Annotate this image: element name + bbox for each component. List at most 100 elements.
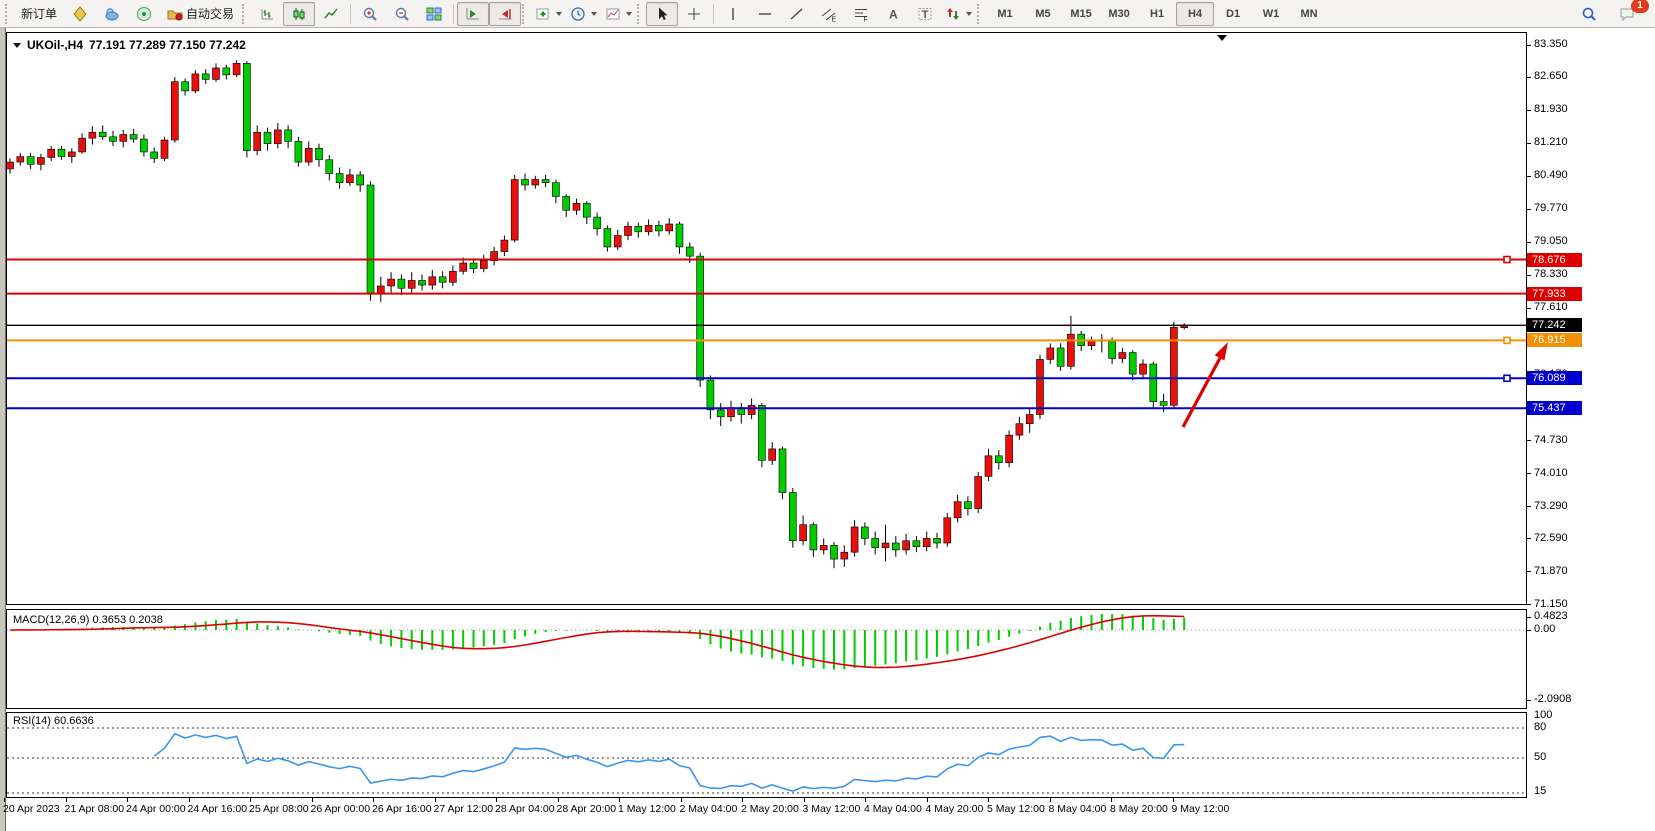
price-badge: 77.933	[1527, 286, 1582, 301]
rsi-axis-label: 50	[1534, 751, 1547, 763]
macd-indicator-chart[interactable]	[7, 610, 1526, 708]
trendline-button[interactable]	[781, 2, 813, 26]
timeframe-w1-button[interactable]: W1	[1262, 7, 1280, 20]
line-chart-button[interactable]	[315, 2, 347, 26]
horizontal-line-button[interactable]	[749, 2, 781, 26]
candle-body	[273, 129, 282, 144]
price-tick-label: 74.730	[1534, 433, 1568, 446]
candle-body	[346, 174, 354, 184]
time-tick	[65, 798, 67, 802]
time-axis-label: 9 May 12:00	[1171, 803, 1230, 815]
time-tick	[742, 798, 743, 802]
candle-body	[469, 262, 478, 269]
broadcast-button[interactable]	[128, 2, 160, 26]
candlestick-chart-button[interactable]	[283, 1, 316, 26]
price-tick	[1527, 175, 1531, 177]
cursor-button[interactable]	[646, 1, 679, 26]
price-tick	[1527, 473, 1531, 475]
candle-body	[109, 136, 117, 142]
equidistant-channel-button[interactable]: E	[813, 2, 845, 26]
candle-body	[490, 251, 498, 262]
arrows-tool-button[interactable]	[941, 2, 976, 26]
auto-scroll-button[interactable]	[457, 1, 490, 26]
candlestick-chart[interactable]	[7, 33, 1526, 604]
line-endpoint-marker[interactable]	[1503, 374, 1511, 383]
chart-shift-icon	[499, 8, 512, 19]
candle-body	[768, 448, 777, 461]
timeframe-group: M1 M5 M15 M30 H1 H4 D1 W1 MN	[986, 1, 1328, 26]
rsi-indicator-chart[interactable]	[7, 713, 1526, 797]
candle-body	[438, 276, 447, 283]
text-label-button[interactable]: T	[909, 2, 941, 26]
timeframe-m5-button[interactable]: M5	[1035, 7, 1051, 20]
candle-body	[1015, 423, 1024, 436]
candle-body	[624, 226, 632, 236]
chart-shift-button[interactable]	[489, 1, 522, 26]
price-tick-label: 74.010	[1534, 466, 1568, 479]
candle-body	[809, 524, 818, 551]
zoom-out-button[interactable]	[386, 2, 418, 26]
time-tick	[557, 798, 559, 802]
candle-body	[613, 235, 622, 248]
separator	[713, 3, 715, 24]
time-tick	[434, 798, 436, 802]
candle-body	[747, 405, 756, 415]
timeframe-d1-button[interactable]: D1	[1226, 7, 1241, 20]
window-edge[interactable]	[0, 28, 6, 831]
chart-menu-caret-icon[interactable]	[13, 42, 21, 48]
timeframe-h4-button[interactable]: H4	[1176, 1, 1215, 26]
timeframe-m1-button[interactable]: M1	[997, 7, 1013, 20]
candle-body	[397, 278, 406, 289]
candle-body	[232, 63, 241, 76]
candle-body	[88, 131, 97, 139]
cloud-button[interactable]	[96, 2, 128, 26]
candle-body	[1025, 414, 1034, 424]
chart-title: UKOil-,H4 77.191 77.289 77.150 77.242	[13, 38, 246, 52]
candle-body	[304, 147, 313, 163]
arrow-annotation[interactable]	[1181, 342, 1228, 428]
period-button[interactable]	[566, 2, 601, 26]
timeframe-h1-button[interactable]: H1	[1150, 7, 1165, 20]
crosshair-icon	[688, 7, 701, 20]
candle-body	[1128, 352, 1137, 375]
vertical-line-button[interactable]	[717, 2, 749, 26]
candle-body	[531, 179, 540, 186]
search-icon	[1582, 7, 1596, 21]
timeframe-mn-button[interactable]: MN	[1300, 7, 1318, 20]
time-axis-label: 1 May 12:00	[618, 803, 676, 815]
add-indicator-button[interactable]	[531, 2, 566, 26]
price-tick	[1527, 307, 1531, 309]
candle-body	[418, 280, 426, 286]
crosshair-button[interactable]	[678, 2, 710, 26]
cursor-icon	[659, 7, 668, 20]
zoom-in-button[interactable]	[354, 2, 386, 26]
timeframe-m15-button[interactable]: M15	[1070, 7, 1092, 20]
timeframe-m30-button[interactable]: M30	[1108, 7, 1130, 20]
candle-body	[840, 551, 849, 560]
bar-chart-button[interactable]	[251, 2, 283, 26]
new-order-button[interactable]: 新订单	[21, 7, 58, 21]
search-button[interactable]	[1573, 2, 1605, 26]
fibonacci-button[interactable]: F	[845, 2, 877, 26]
tile-windows-button[interactable]	[418, 2, 450, 26]
price-tick-label: 81.930	[1534, 103, 1568, 116]
price-tick	[1527, 241, 1531, 243]
price-badge: 76.089	[1527, 371, 1582, 386]
diamond-button[interactable]	[64, 2, 96, 26]
template-button[interactable]	[601, 2, 636, 26]
time-tick	[4, 798, 5, 802]
price-tick-label: 71.870	[1534, 564, 1568, 577]
time-axis-label: 4 May 04:00	[864, 803, 922, 815]
toolbar-grip	[637, 3, 643, 24]
autotrade-button[interactable]: 自动交易	[160, 2, 241, 26]
candle-body	[1118, 352, 1127, 359]
candle-body	[788, 492, 797, 542]
notifications-button[interactable]: 1	[1611, 0, 1649, 26]
line-endpoint-marker[interactable]	[1503, 336, 1511, 345]
chevron-down-icon	[626, 11, 633, 16]
price-tick-label: 79.770	[1534, 202, 1568, 215]
line-endpoint-marker[interactable]	[1503, 255, 1511, 264]
candle-body	[376, 285, 385, 294]
diamond-icon	[73, 5, 87, 22]
text-tool-button[interactable]: A	[877, 2, 909, 26]
